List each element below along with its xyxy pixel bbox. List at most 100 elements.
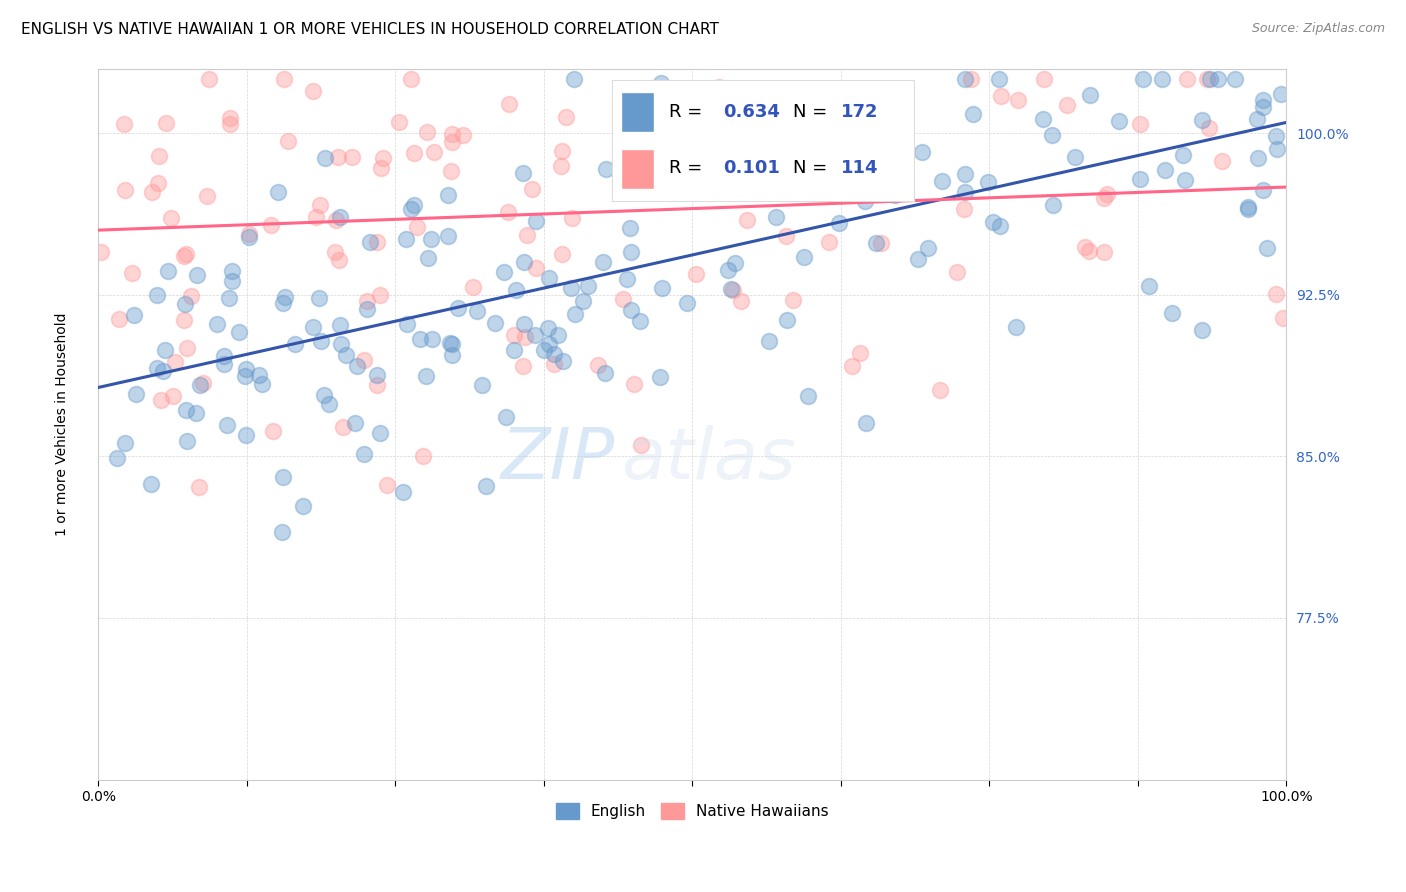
Point <box>1042 198 1064 212</box>
Point <box>562 72 585 87</box>
Legend: English, Native Hawaiians: English, Native Hawaiians <box>550 797 835 825</box>
Point <box>1246 112 1268 127</box>
Point <box>730 293 752 308</box>
Point <box>233 369 256 384</box>
Point <box>917 241 939 255</box>
Point <box>186 406 208 420</box>
Point <box>155 343 177 357</box>
Point <box>1004 320 1026 334</box>
Point <box>706 88 728 103</box>
Point <box>1132 72 1154 87</box>
Point <box>907 252 929 267</box>
Point <box>776 312 799 326</box>
Point <box>212 357 235 371</box>
Point <box>252 376 274 391</box>
FancyBboxPatch shape <box>620 149 654 188</box>
Point <box>884 187 907 202</box>
Point <box>612 292 634 306</box>
Point <box>987 72 1010 87</box>
Point <box>228 326 250 340</box>
Point <box>628 314 651 328</box>
Point <box>173 249 195 263</box>
Point <box>105 450 128 465</box>
Point <box>370 161 392 175</box>
Point <box>121 266 143 280</box>
Text: N =: N = <box>793 159 832 178</box>
Point <box>441 348 464 362</box>
Point <box>330 336 353 351</box>
Point <box>366 377 388 392</box>
Point <box>409 332 432 346</box>
Point <box>305 210 328 224</box>
Point <box>174 247 197 261</box>
Point <box>273 72 295 87</box>
Point <box>716 176 738 190</box>
Point <box>775 228 797 243</box>
Point <box>292 499 315 513</box>
Point <box>262 424 284 438</box>
Point <box>311 334 333 349</box>
Point <box>329 211 352 225</box>
Point <box>1007 93 1029 107</box>
Point <box>494 265 516 279</box>
Point <box>1199 72 1222 87</box>
Point <box>669 184 692 198</box>
Point <box>416 251 439 265</box>
Point <box>271 470 294 484</box>
Point <box>855 416 877 430</box>
Point <box>124 308 146 322</box>
Point <box>1129 172 1152 186</box>
Point <box>561 211 583 226</box>
Point <box>318 397 340 411</box>
Point <box>173 313 195 327</box>
Point <box>160 211 183 225</box>
Point <box>543 357 565 371</box>
Point <box>125 386 148 401</box>
Point <box>207 317 229 331</box>
Point <box>399 202 422 216</box>
Point <box>420 333 443 347</box>
Point <box>260 218 283 232</box>
Point <box>402 145 425 160</box>
Point <box>931 174 953 188</box>
Point <box>960 72 983 87</box>
Point <box>271 295 294 310</box>
Point <box>1139 279 1161 293</box>
Point <box>648 370 671 384</box>
Point <box>353 352 375 367</box>
Point <box>370 287 392 301</box>
Point <box>1175 72 1198 87</box>
Point <box>190 378 212 392</box>
Point <box>214 349 236 363</box>
Point <box>447 301 470 315</box>
Point <box>344 416 367 430</box>
Point <box>1092 191 1115 205</box>
Point <box>742 177 765 191</box>
Point <box>1206 72 1229 87</box>
Point <box>148 149 170 163</box>
Point <box>841 359 863 373</box>
Point <box>1223 72 1246 87</box>
Point <box>1247 151 1270 165</box>
Point <box>112 116 135 130</box>
Point <box>513 330 536 344</box>
Point <box>440 128 463 142</box>
Point <box>302 320 325 334</box>
Point <box>547 328 569 343</box>
Point <box>553 353 575 368</box>
Point <box>538 271 561 285</box>
Point <box>818 235 841 249</box>
Point <box>1191 323 1213 337</box>
Point <box>576 279 599 293</box>
Point <box>977 175 1000 189</box>
Point <box>270 524 292 539</box>
Point <box>1108 114 1130 128</box>
Point <box>440 164 463 178</box>
Point <box>551 246 574 260</box>
Point <box>415 368 437 383</box>
Point <box>592 255 614 269</box>
Point <box>513 255 536 269</box>
Text: 1 or more Vehicles in Household: 1 or more Vehicles in Household <box>55 312 69 536</box>
Point <box>953 185 976 199</box>
Point <box>314 151 336 165</box>
